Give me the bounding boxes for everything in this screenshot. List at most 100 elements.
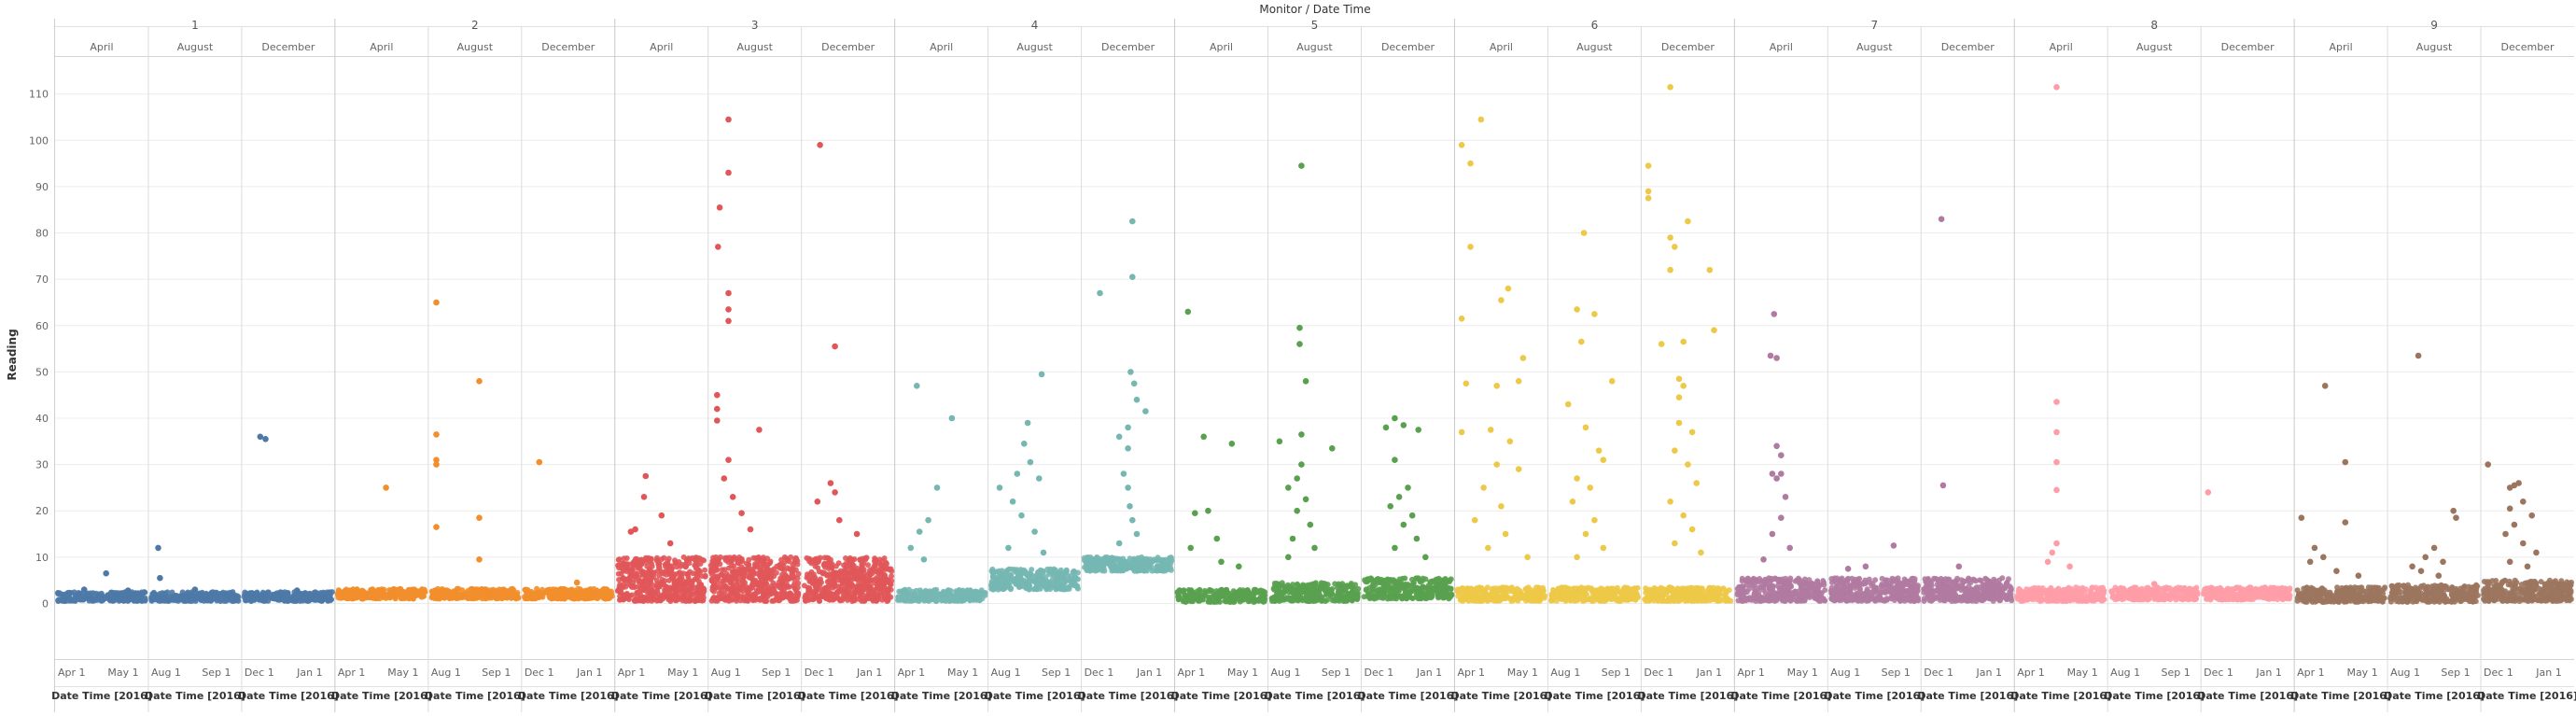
outlier-point — [725, 170, 732, 176]
data-point — [1455, 588, 1461, 594]
data-point — [785, 595, 791, 600]
data-point — [1313, 596, 1319, 601]
data-point — [1011, 577, 1016, 583]
data-point — [693, 576, 699, 582]
data-point — [66, 598, 72, 604]
data-point — [265, 589, 271, 595]
outlier-point — [537, 459, 543, 466]
data-point — [824, 584, 830, 590]
outlier-point — [836, 517, 843, 524]
data-point — [1241, 597, 1247, 603]
data-point — [847, 582, 853, 587]
outlier-point — [192, 586, 199, 593]
data-point — [227, 594, 232, 599]
data-point — [721, 583, 726, 589]
data-point — [1308, 582, 1313, 587]
outlier-point — [1025, 420, 1031, 427]
outlier-point — [1308, 522, 1314, 528]
data-point — [617, 556, 623, 562]
data-point — [455, 592, 461, 597]
outlier-point — [1285, 555, 1292, 561]
data-point — [319, 598, 325, 604]
data-point — [722, 555, 728, 561]
data-point — [807, 571, 813, 577]
data-point — [455, 586, 461, 592]
data-point — [680, 594, 686, 599]
data-point — [847, 556, 852, 562]
outlier-point — [1459, 316, 1465, 322]
data-point — [99, 591, 105, 597]
data-point — [862, 555, 868, 561]
outlier-point — [476, 514, 483, 521]
outlier-point — [1218, 559, 1225, 566]
outlier-point — [659, 512, 665, 519]
data-point — [1232, 599, 1238, 605]
data-point — [1087, 569, 1093, 574]
outlier-point — [1036, 475, 1043, 482]
data-point — [740, 580, 746, 585]
outlier-point — [1127, 503, 1133, 510]
data-point — [422, 587, 427, 593]
data-point — [867, 586, 873, 592]
data-point — [970, 591, 975, 597]
data-point — [967, 597, 973, 603]
outlier-point — [1041, 550, 1047, 556]
data-point — [1366, 591, 1372, 597]
outlier-point — [1192, 510, 1198, 516]
data-point — [1405, 595, 1410, 600]
data-point — [654, 557, 660, 563]
data-point — [820, 571, 826, 577]
data-point — [91, 590, 96, 596]
data-point — [852, 569, 858, 574]
data-point — [769, 569, 775, 574]
outlier-point — [725, 306, 732, 313]
data-point — [1366, 577, 1372, 583]
data-point — [1040, 575, 1045, 581]
outlier-point — [1214, 536, 1221, 542]
outlier-point — [934, 484, 941, 491]
outlier-point — [725, 456, 732, 463]
outlier-point — [1414, 536, 1421, 542]
outlier-point — [1018, 512, 1025, 519]
data-point — [619, 571, 624, 577]
outlier-point — [1520, 355, 1527, 361]
data-point — [881, 587, 887, 593]
outlier-point — [1498, 503, 1505, 510]
data-point — [1047, 586, 1053, 592]
data-point — [1379, 595, 1384, 600]
data-point — [861, 574, 866, 580]
data-point — [1000, 586, 1005, 592]
data-point — [824, 591, 830, 597]
data-point — [629, 567, 635, 572]
outlier-point — [1516, 466, 1522, 472]
outlier-point — [1277, 439, 1283, 445]
data-point — [734, 593, 739, 598]
data-point — [534, 586, 539, 592]
data-point — [440, 586, 445, 592]
data-point — [1271, 587, 1277, 593]
outlier-point — [725, 318, 732, 325]
gridlines — [55, 94, 2574, 604]
data-point — [1161, 557, 1167, 563]
data-point — [738, 597, 744, 603]
data-point — [666, 589, 672, 595]
data-point — [824, 561, 830, 567]
data-point — [491, 588, 497, 594]
outlier-point — [1303, 378, 1309, 385]
data-point — [874, 575, 879, 581]
outlier-point — [433, 431, 440, 438]
data-point — [710, 567, 716, 572]
outlier-point — [1125, 425, 1131, 431]
data-point — [1261, 599, 1267, 605]
data-point — [806, 558, 812, 564]
outlier-point — [262, 436, 269, 442]
data-point — [895, 594, 901, 599]
data-point — [945, 587, 951, 593]
data-point — [1372, 595, 1378, 600]
data-point — [654, 588, 660, 594]
data-point — [693, 555, 699, 561]
data-point — [1337, 587, 1343, 593]
data-point — [607, 593, 612, 598]
outlier-point — [1493, 461, 1500, 468]
data-point — [805, 587, 811, 593]
